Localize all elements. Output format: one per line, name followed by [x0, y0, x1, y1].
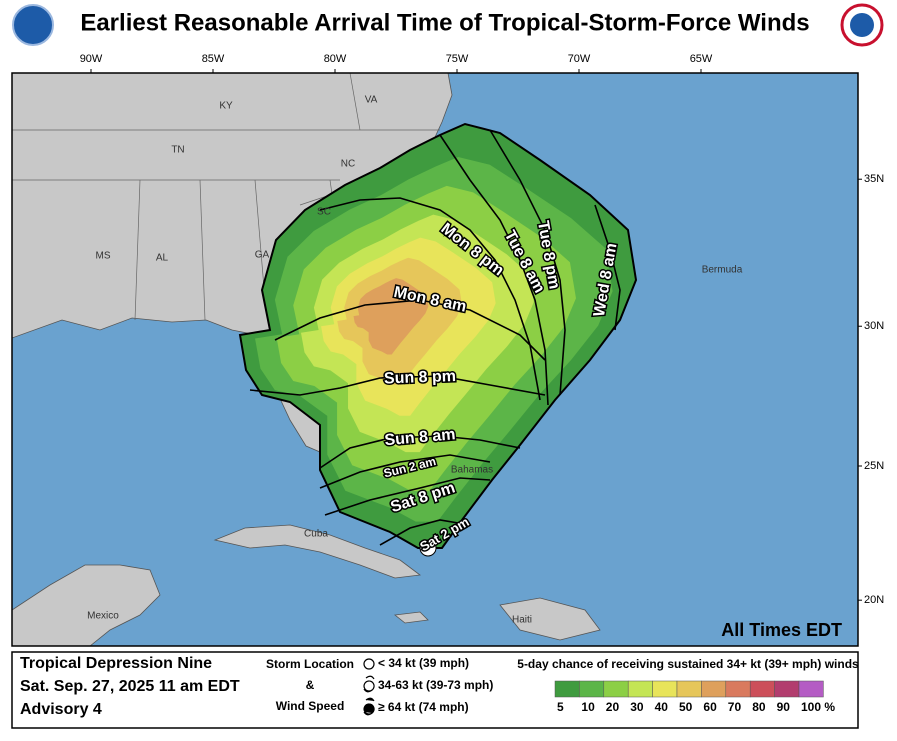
longitude-label: 80W: [324, 53, 347, 65]
scale-swatch: [798, 680, 824, 698]
title: Earliest Reasonable Arrival Time of Trop…: [80, 9, 809, 36]
scale-label: 60: [703, 700, 717, 714]
advisory-number: Advisory 4: [20, 701, 102, 718]
contour: [324, 477, 491, 516]
scale-swatch: [725, 680, 751, 698]
map-frame: [11, 72, 859, 647]
symbol-label: 34-63 kt (39-73 mph): [378, 678, 493, 692]
map: Mon 8 pm Tue 8 am Tue 8 pm Wed 8 am Mon …: [12, 73, 858, 646]
scale-label: 50: [679, 700, 693, 714]
scale-label: 20: [606, 700, 620, 714]
scale-label: 40: [655, 700, 669, 714]
symbol-label: ≥ 64 kt (74 mph): [378, 700, 469, 714]
scale-label: 70: [728, 700, 742, 714]
contour: [319, 435, 521, 469]
longitude-label: 90W: [80, 53, 103, 65]
place-label: GA: [255, 250, 270, 261]
noaa-logo: [12, 4, 54, 46]
longitude-label: 65W: [690, 53, 713, 65]
contour: [439, 134, 549, 406]
scale-swatch: [749, 680, 775, 698]
place-label: TN: [171, 145, 184, 156]
place-label: SC: [317, 207, 331, 218]
contour: [489, 129, 566, 396]
jamaica: [394, 611, 429, 624]
scale-swatch: [774, 680, 800, 698]
cuba: [213, 524, 422, 579]
probability-scale: 5 10 20 30 40 50 60 70 80 90 100 %: [554, 680, 835, 714]
place-label: NC: [341, 159, 355, 170]
contour: [379, 519, 471, 546]
swath-layer: [353, 278, 429, 355]
nws-logo-inner: [850, 13, 874, 37]
longitude-label: 85W: [202, 53, 225, 65]
latitude-label: 35N: [864, 173, 884, 185]
place-label: VA: [365, 95, 378, 106]
longitude-label: 75W: [446, 53, 469, 65]
storm-name: Tropical Depression Nine: [20, 655, 212, 672]
latitude-label: 20N: [864, 594, 884, 606]
symbols-title: Storm Location: [266, 657, 354, 671]
scale-label: 30: [630, 700, 644, 714]
symbol-hu: [363, 697, 375, 716]
probability-swath: [238, 122, 638, 549]
longitude-labels: 90W 85W 80W 75W 70W 65W: [80, 53, 713, 73]
scale-swatch: [652, 680, 678, 698]
latitude-labels: 35N 30N 25N 20N: [858, 173, 884, 606]
time-note: All Times EDT: [721, 620, 842, 640]
contour: [319, 454, 491, 489]
place-label: AL: [156, 253, 169, 264]
latitude-label: 30N: [864, 320, 884, 332]
place-label: Bahamas: [451, 465, 493, 476]
symbols-title: &: [306, 678, 315, 692]
place-label: Mexico: [87, 611, 119, 622]
scale-label: 10: [581, 700, 595, 714]
symbol-td: [363, 658, 375, 670]
latitude-label: 25N: [864, 460, 884, 472]
storm-location: [419, 539, 437, 557]
scale-title: 5-day chance of receiving sustained 34+ …: [517, 657, 859, 671]
symbols-title: Wind Speed: [276, 699, 345, 713]
scale-swatch: [603, 680, 629, 698]
scale-swatch: [676, 680, 702, 698]
contour: [594, 204, 621, 331]
scale-swatch: [554, 680, 580, 698]
symbol-label: < 34 kt (39 mph): [378, 656, 469, 670]
place-label: MS: [96, 251, 111, 262]
place-label: Cuba: [304, 529, 328, 540]
contour: [319, 197, 541, 401]
symbol-ts: [363, 675, 375, 693]
mexico: [12, 564, 161, 646]
hispaniola: [499, 597, 601, 641]
place-label: KY: [219, 101, 233, 112]
scale-label: 90: [777, 700, 791, 714]
scale-label: 100 %: [801, 700, 835, 714]
contour: [249, 375, 546, 396]
scale-swatch: [701, 680, 727, 698]
place-label: Haiti: [512, 615, 532, 626]
place-label: Bermuda: [702, 265, 743, 276]
contour: [274, 299, 546, 361]
longitude-label: 70W: [568, 53, 591, 65]
advisory-date: Sat. Sep. 27, 2025 11 am EDT: [20, 678, 240, 695]
scale-label: 80: [752, 700, 766, 714]
scale-label: 5: [557, 700, 564, 714]
arrival-time-label: Sun 8 pm: [384, 368, 457, 388]
scale-swatch: [579, 680, 605, 698]
scale-swatch: [627, 680, 653, 698]
